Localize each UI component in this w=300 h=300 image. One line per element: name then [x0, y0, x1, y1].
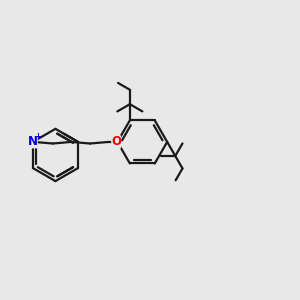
Text: O: O [111, 135, 121, 148]
Text: N: N [28, 135, 38, 148]
Text: +: + [34, 132, 41, 141]
